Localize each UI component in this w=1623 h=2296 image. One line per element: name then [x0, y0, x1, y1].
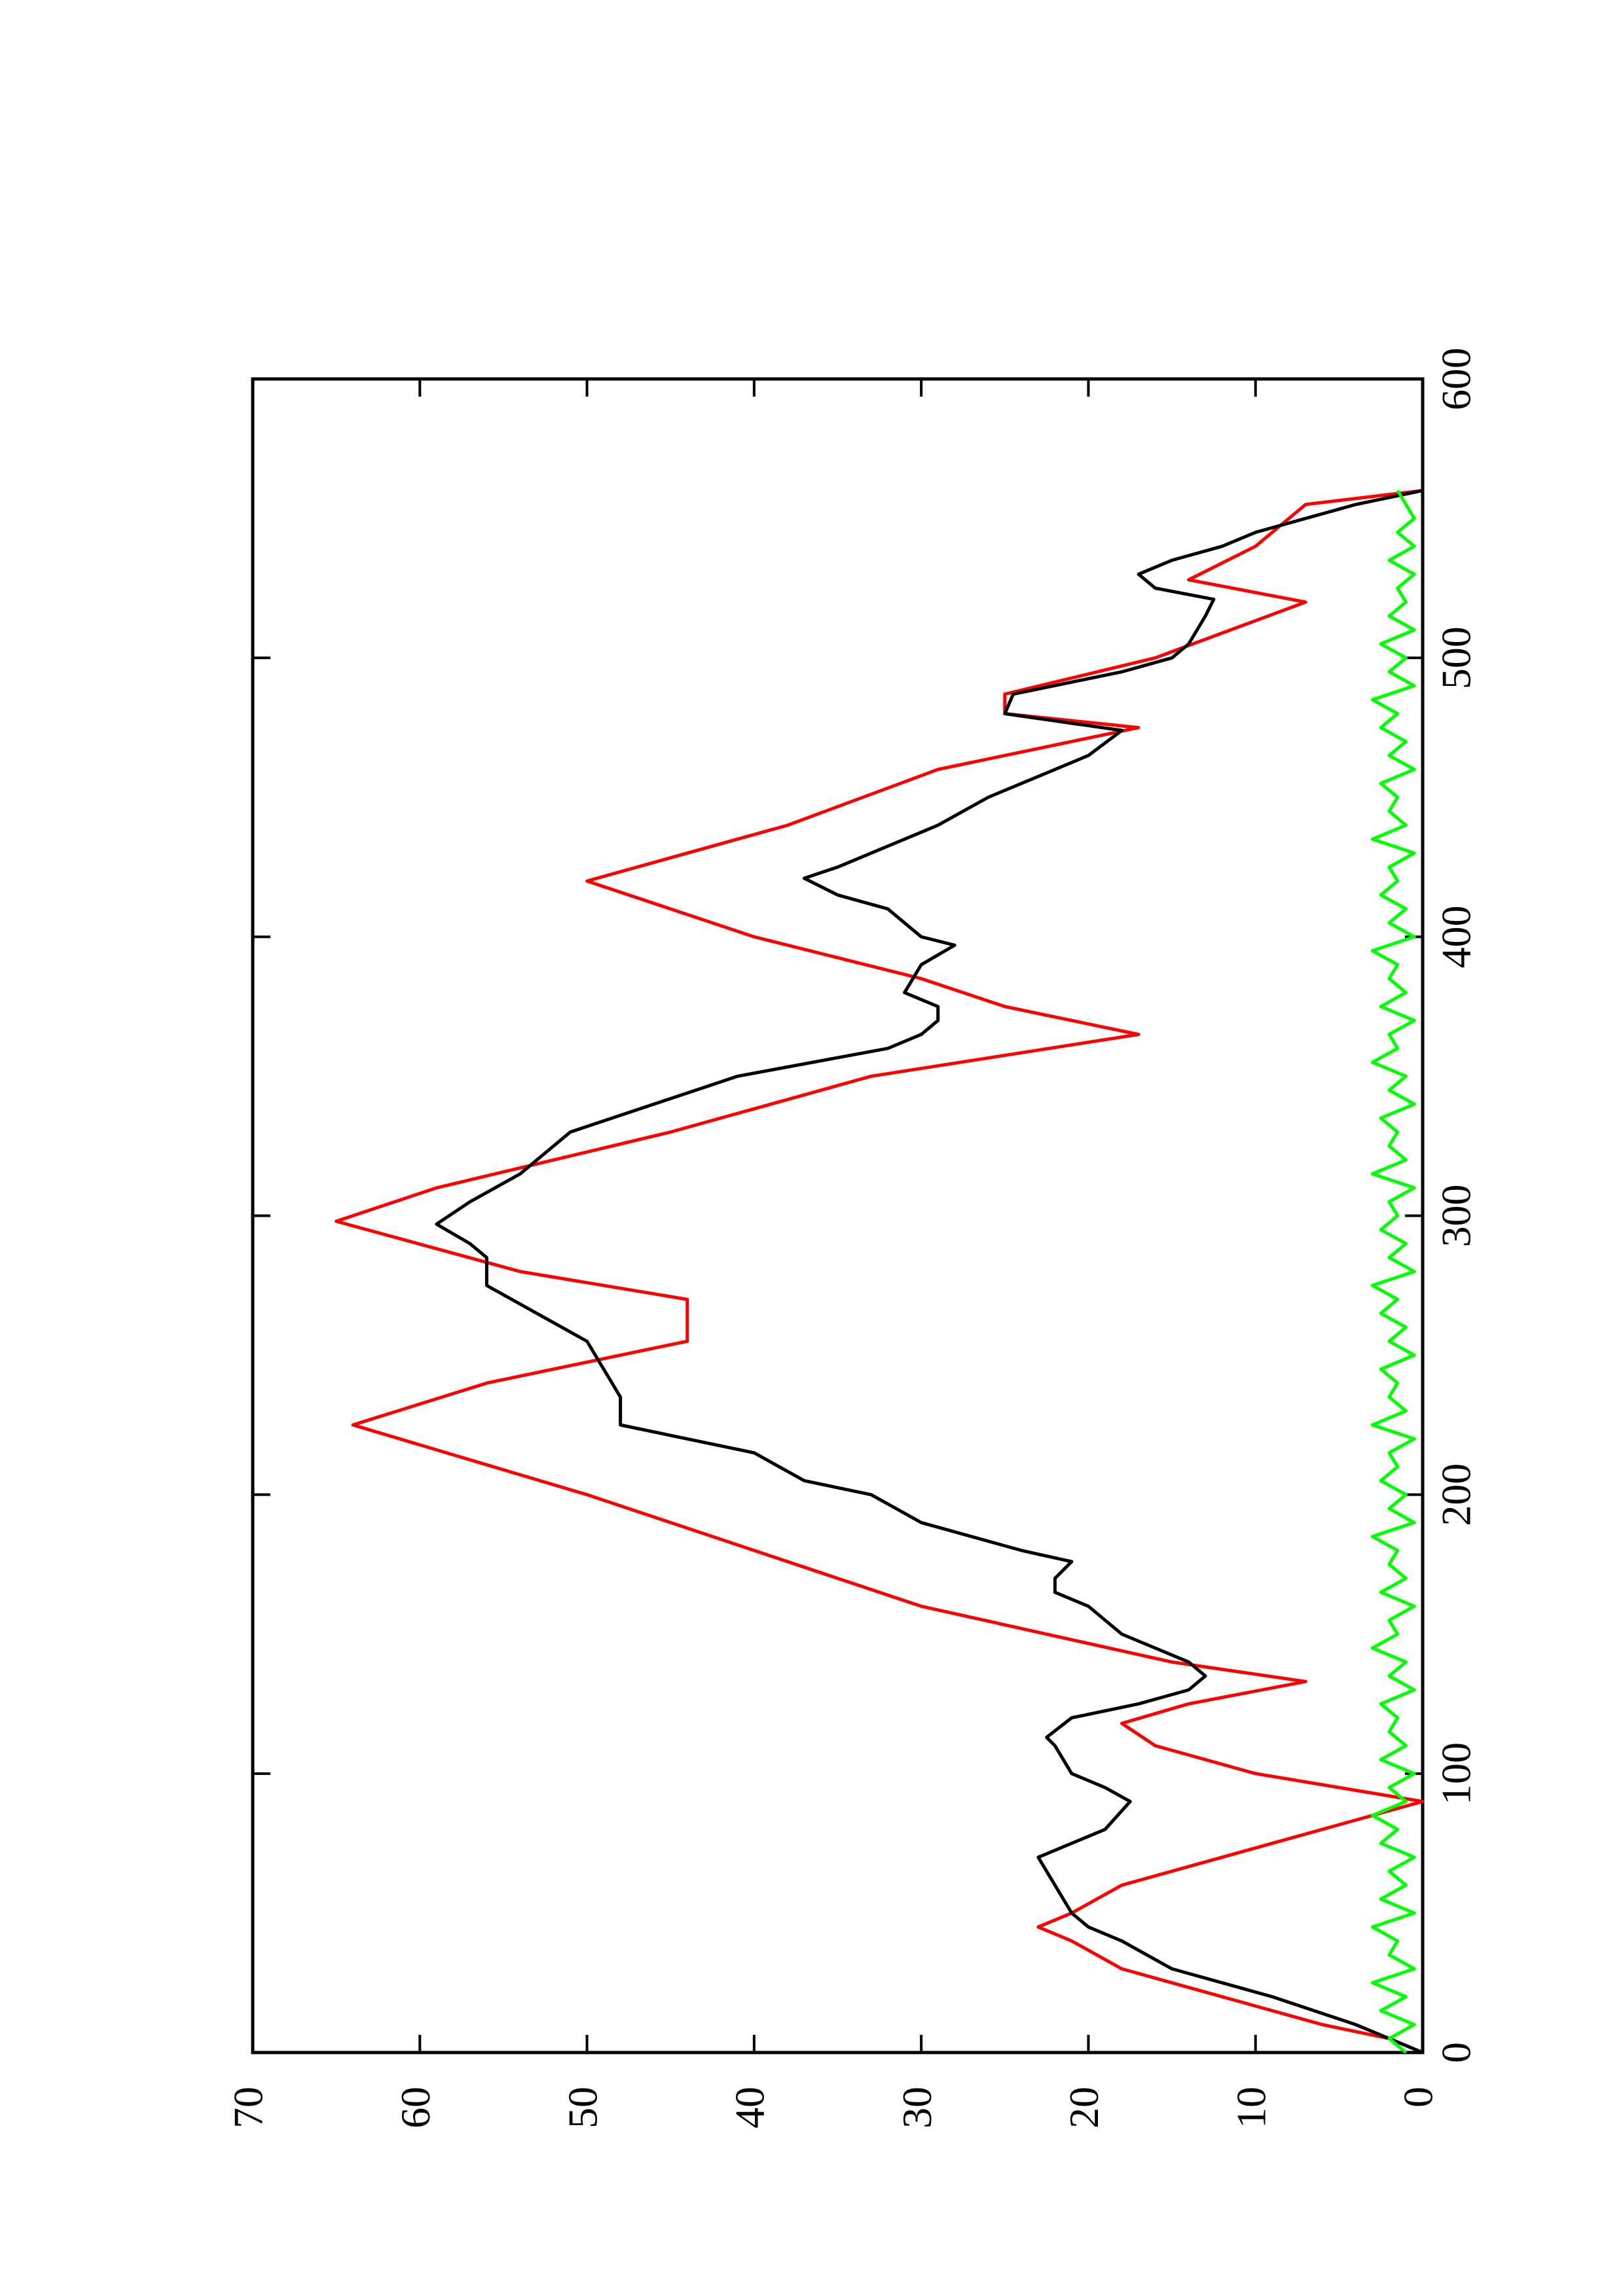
y-tick-label: 50: [559, 2087, 606, 2128]
x-tick-label: 200: [1433, 1463, 1480, 1526]
y-tick-label: 70: [225, 2087, 272, 2128]
y-tick-label: 30: [894, 2087, 940, 2128]
x-tick-label: 400: [1433, 905, 1480, 968]
x-tick-label: 500: [1433, 626, 1480, 689]
plot-frame: [251, 377, 1425, 2054]
data-line: [435, 489, 1423, 2054]
data-line: [1370, 490, 1416, 2054]
y-tick-label: 0: [1395, 2087, 1442, 2108]
y-tick-label: 20: [1061, 2087, 1107, 2128]
y-tick-label: 60: [392, 2087, 439, 2128]
y-tick-label: 40: [727, 2087, 773, 2128]
y-tick-label: 10: [1228, 2087, 1274, 2128]
x-tick-label: 0: [1433, 2042, 1480, 2063]
x-tick-label: 600: [1433, 348, 1480, 410]
x-tick-label: 300: [1433, 1185, 1480, 1247]
data-line: [335, 488, 1425, 2054]
x-tick-label: 100: [1433, 1742, 1480, 1805]
